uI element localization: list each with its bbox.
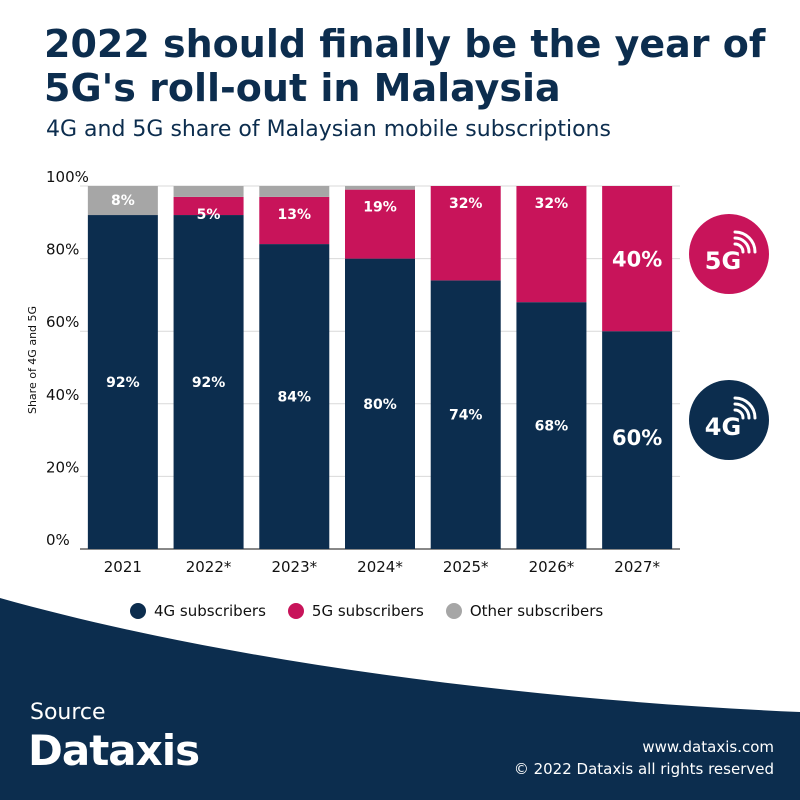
badge-label: 4G xyxy=(705,413,741,441)
bar-other-2021 xyxy=(87,186,158,216)
y-tick-label: 40% xyxy=(46,386,79,404)
footer-url[interactable]: www.dataxis.com xyxy=(642,738,774,756)
badge-circle xyxy=(689,214,769,294)
bar-5g-2022 xyxy=(173,196,244,216)
legend-label-5g: 5G subscribers xyxy=(311,602,424,620)
bar-4g-2022 xyxy=(173,215,244,550)
data-label-5g-2022: 5% xyxy=(197,207,221,223)
source-label: Source xyxy=(30,700,106,725)
bar-4g-2025 xyxy=(430,280,501,549)
x-axis-categories: 2021 2022* 2023* 2024* 2025* 2026* 2027* xyxy=(104,558,661,576)
bar-chart: 0% 20% 40% 60% 80% 100% Share of 4G and 5G 92… xyxy=(26,168,769,576)
data-label-4g-2022: 92% xyxy=(192,375,226,391)
data-label-5g-2025: 32% xyxy=(449,196,483,212)
y-axis-ticks: 0% 20% 40% 60% 80% 100% xyxy=(46,168,89,549)
legend-item-5g: 5G subscribers xyxy=(287,602,424,620)
bar-other-2022 xyxy=(173,186,244,197)
legend-item-other: Other subscribers xyxy=(445,602,604,620)
bar-5g-2027 xyxy=(602,186,673,332)
source-logo: Dataxis xyxy=(28,726,200,775)
data-label-other-2021: 8% xyxy=(111,193,135,209)
y-tick-label: 20% xyxy=(46,458,79,476)
x-tick-label: 2025* xyxy=(443,558,489,576)
footer-copyright: © 2022 Dataxis all rights reserved xyxy=(513,760,774,778)
data-label-4g-2021: 92% xyxy=(106,375,140,391)
x-tick-label: 2023* xyxy=(271,558,317,576)
chart-subtitle: 4G and 5G share of Malaysian mobile subs… xyxy=(46,117,611,142)
data-label-4g-2025: 74% xyxy=(449,408,483,424)
badge-5g: 5G xyxy=(689,214,769,294)
y-tick-label: 60% xyxy=(46,313,79,331)
bar-other-2023 xyxy=(259,186,330,197)
bar-4g-2024 xyxy=(345,258,415,549)
bar-4g-2021 xyxy=(87,215,158,550)
bar-4g-2027 xyxy=(602,331,673,549)
badge-label: 5G xyxy=(705,247,741,275)
badge-4g: 4G xyxy=(689,380,769,460)
bar-other-2024 xyxy=(345,186,415,190)
data-label-5g-2027: 40% xyxy=(612,248,662,272)
bar-5g-2023 xyxy=(259,196,330,245)
badges: 5G 4G xyxy=(689,214,769,460)
legend-swatch-4g xyxy=(130,603,146,619)
data-label-5g-2024: 19% xyxy=(363,200,397,216)
y-tick-label: 100% xyxy=(46,168,89,186)
data-labels: 92% 8% 92% 5% 84% 13% 80% 19% 74% 32% 68% 32% 60% 40% xyxy=(106,193,662,450)
signal-waves-icon xyxy=(733,230,757,254)
bars xyxy=(87,186,673,550)
bar-5g-2024 xyxy=(345,189,415,259)
badge-circle xyxy=(689,380,769,460)
data-label-4g-2026: 68% xyxy=(535,419,569,435)
signal-waves-icon xyxy=(733,396,757,420)
bar-4g-2026 xyxy=(516,302,587,549)
legend-label-other: Other subscribers xyxy=(469,602,604,620)
data-label-5g-2023: 13% xyxy=(278,207,312,223)
chart-title: 2022 should finally be the year of 5G's … xyxy=(44,22,766,110)
bar-5g-2026 xyxy=(516,186,587,303)
x-tick-label: 2021 xyxy=(104,558,142,576)
legend-swatch-other xyxy=(445,603,462,619)
legend-swatch-5g xyxy=(287,603,304,619)
legend-item-4g: 4G subscribers xyxy=(130,602,266,620)
x-tick-label: 2027* xyxy=(614,558,660,576)
y-tick-label: 0% xyxy=(46,531,70,549)
data-label-4g-2023: 84% xyxy=(278,390,312,406)
y-tick-label: 80% xyxy=(46,241,79,259)
x-tick-label: 2022* xyxy=(186,558,232,576)
bar-4g-2023 xyxy=(259,244,330,549)
x-tick-label: 2026* xyxy=(529,558,575,576)
data-label-4g-2024: 80% xyxy=(363,397,397,413)
data-label-5g-2026: 32% xyxy=(535,196,569,212)
y-axis-label: Share of 4G and 5G xyxy=(26,306,39,414)
x-tick-label: 2024* xyxy=(357,558,403,576)
legend: 4G subscribers 5G subscribers Other subs… xyxy=(130,602,603,620)
bar-5g-2025 xyxy=(430,186,501,281)
footer-wave xyxy=(0,598,800,800)
legend-label-4g: 4G subscribers xyxy=(154,602,266,620)
data-label-4g-2027: 60% xyxy=(612,426,662,450)
